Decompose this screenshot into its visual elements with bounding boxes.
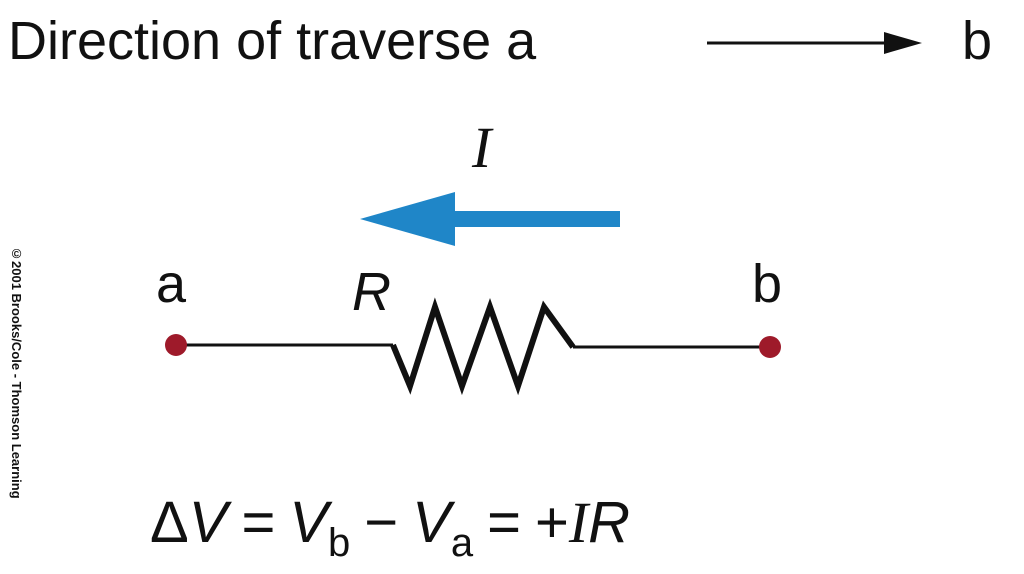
copyright-notice: ©2001 Brooks/Cole - Thomson Learning <box>9 246 24 499</box>
eq-equals-2: = <box>487 490 521 555</box>
traverse-end-label: b <box>962 11 993 71</box>
eq-vb-subscript: b <box>328 521 351 565</box>
node-b-label: b <box>752 254 783 314</box>
current-arrow <box>360 192 620 246</box>
potential-difference-equation: ΔV = Vb − Va = +IR <box>150 488 631 565</box>
traverse-direction-text: Direction of traverse a <box>8 11 537 71</box>
traverse-arrow <box>707 32 922 54</box>
node-b-dot <box>759 336 781 358</box>
eq-r: R <box>588 490 631 555</box>
node-a-label: a <box>156 254 187 314</box>
resistor-symbol <box>390 297 576 396</box>
eq-equals-1: = <box>241 490 276 555</box>
eq-vb: V <box>289 490 328 555</box>
eq-va: V <box>412 490 451 555</box>
eq-v: V <box>188 490 228 555</box>
eq-va-subscript: a <box>450 521 474 565</box>
current-label: I <box>472 115 492 180</box>
resistor-label: R <box>352 262 391 322</box>
delta-symbol: Δ <box>150 490 189 555</box>
node-a-dot <box>165 334 187 356</box>
eq-minus: − <box>364 490 399 555</box>
eq-i: I <box>568 490 589 555</box>
eq-plus: + <box>534 490 569 555</box>
